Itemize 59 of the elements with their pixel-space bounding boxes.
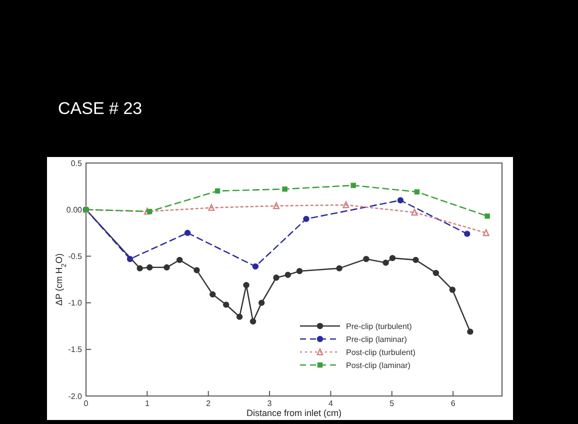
x-tick-label: 4 xyxy=(328,399,334,408)
x-tick-label: 3 xyxy=(267,399,272,408)
point xyxy=(222,302,230,308)
point xyxy=(144,208,150,215)
point xyxy=(342,201,350,208)
point xyxy=(411,208,418,216)
point xyxy=(146,264,153,270)
point xyxy=(482,229,490,236)
x-tick-label: 6 xyxy=(450,399,456,408)
point xyxy=(136,265,143,272)
point xyxy=(250,318,256,325)
x-tick-label: 2 xyxy=(206,399,212,408)
point xyxy=(194,267,200,274)
point xyxy=(273,274,280,281)
chart-title: CASE # 23 xyxy=(58,99,142,118)
point xyxy=(484,214,490,219)
point xyxy=(214,188,220,194)
point xyxy=(210,291,216,298)
point xyxy=(164,264,170,270)
point xyxy=(467,328,474,335)
point xyxy=(303,216,310,222)
point xyxy=(184,230,191,236)
point xyxy=(363,256,370,262)
x-tick-label: 5 xyxy=(390,399,395,408)
point xyxy=(397,197,404,204)
y-tick-label: -1.0 xyxy=(68,298,83,308)
point xyxy=(273,202,280,210)
legend-label: Post-clip (laminar) xyxy=(346,360,411,370)
point xyxy=(389,254,396,262)
point xyxy=(236,314,243,320)
legend-label: Pre-clip (turbulent) xyxy=(346,322,412,331)
point xyxy=(176,256,183,264)
point xyxy=(412,256,419,264)
point xyxy=(147,208,152,214)
x-tick-label: 0 xyxy=(84,399,89,408)
point xyxy=(432,270,440,276)
point xyxy=(296,268,303,274)
point xyxy=(449,286,456,293)
point xyxy=(208,204,215,211)
y-tick-label: -0.5 xyxy=(68,252,83,261)
point xyxy=(243,282,250,288)
point xyxy=(414,189,420,194)
y-tick-label: -1.5 xyxy=(68,345,83,354)
point xyxy=(284,272,291,278)
point xyxy=(252,263,259,270)
y-tick-label: -2.0 xyxy=(68,392,83,401)
x-axis-title: Distance from inlet (cm) xyxy=(246,408,342,418)
legend-label: Pre-clip (laminar) xyxy=(346,334,408,344)
point xyxy=(126,256,134,262)
legend-label: Post-clip (turbulent) xyxy=(346,348,416,357)
y-tick-label: 0.00 xyxy=(66,205,83,214)
point xyxy=(464,230,470,237)
y-tick-label: 0.5 xyxy=(70,158,83,168)
point xyxy=(382,260,389,266)
point xyxy=(282,186,288,192)
point xyxy=(258,300,265,306)
x-tick-label: 1 xyxy=(144,399,150,408)
point xyxy=(350,182,356,188)
point xyxy=(336,265,342,272)
